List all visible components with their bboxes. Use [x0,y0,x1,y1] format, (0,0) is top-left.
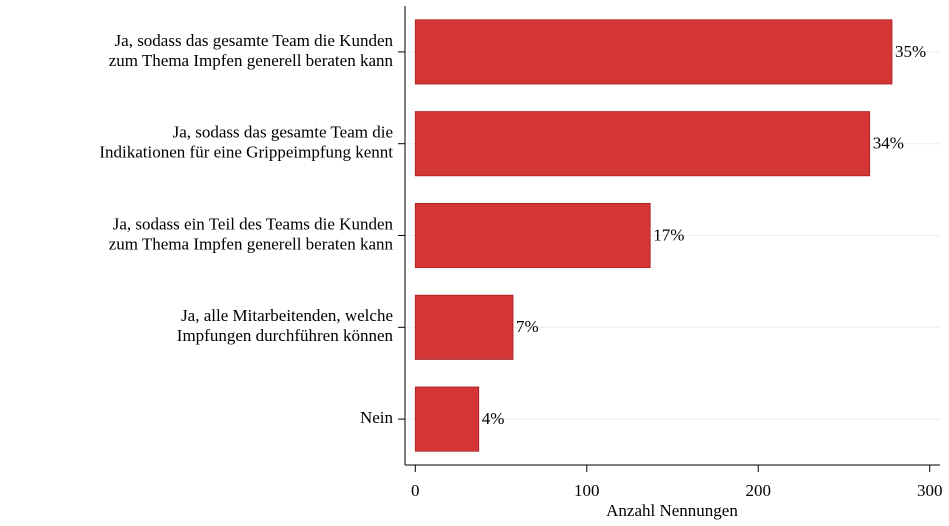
x-axis-label: Anzahl Nennungen [606,501,738,520]
bar [414,111,871,177]
value-label: 17% [653,225,684,244]
value-label: 34% [873,134,904,153]
y-tick-label: Impfungen durchführen können [177,326,394,345]
x-tick-label: 0 [411,481,420,500]
x-tick-label: 200 [745,481,771,500]
y-tick-label: Ja, sodass das gesamte Team die [173,123,393,142]
y-tick-label: zum Thema Impfen generell beraten kann [109,234,394,253]
y-tick-label: Ja, sodass das gesamte Team die Kunden [115,31,394,50]
y-tick-label: Indikationen für eine Grippeimpfung kenn… [99,143,393,162]
value-label: 7% [516,317,539,336]
bar [414,386,480,452]
y-tick-label: zum Thema Impfen generell beraten kann [109,51,394,70]
y-tick-label: Nein [360,408,394,427]
bar [414,202,651,269]
y-tick-label: Ja, sodass ein Teil des Teams die Kunden [113,214,394,233]
bar [414,19,893,85]
y-tick-label: Ja, alle Mitarbeitenden, welche [181,306,393,325]
value-label: 35% [895,42,926,61]
x-tick-label: 100 [574,481,600,500]
x-tick-label: 300 [917,481,943,500]
bar [414,294,514,360]
value-label: 4% [482,409,505,428]
